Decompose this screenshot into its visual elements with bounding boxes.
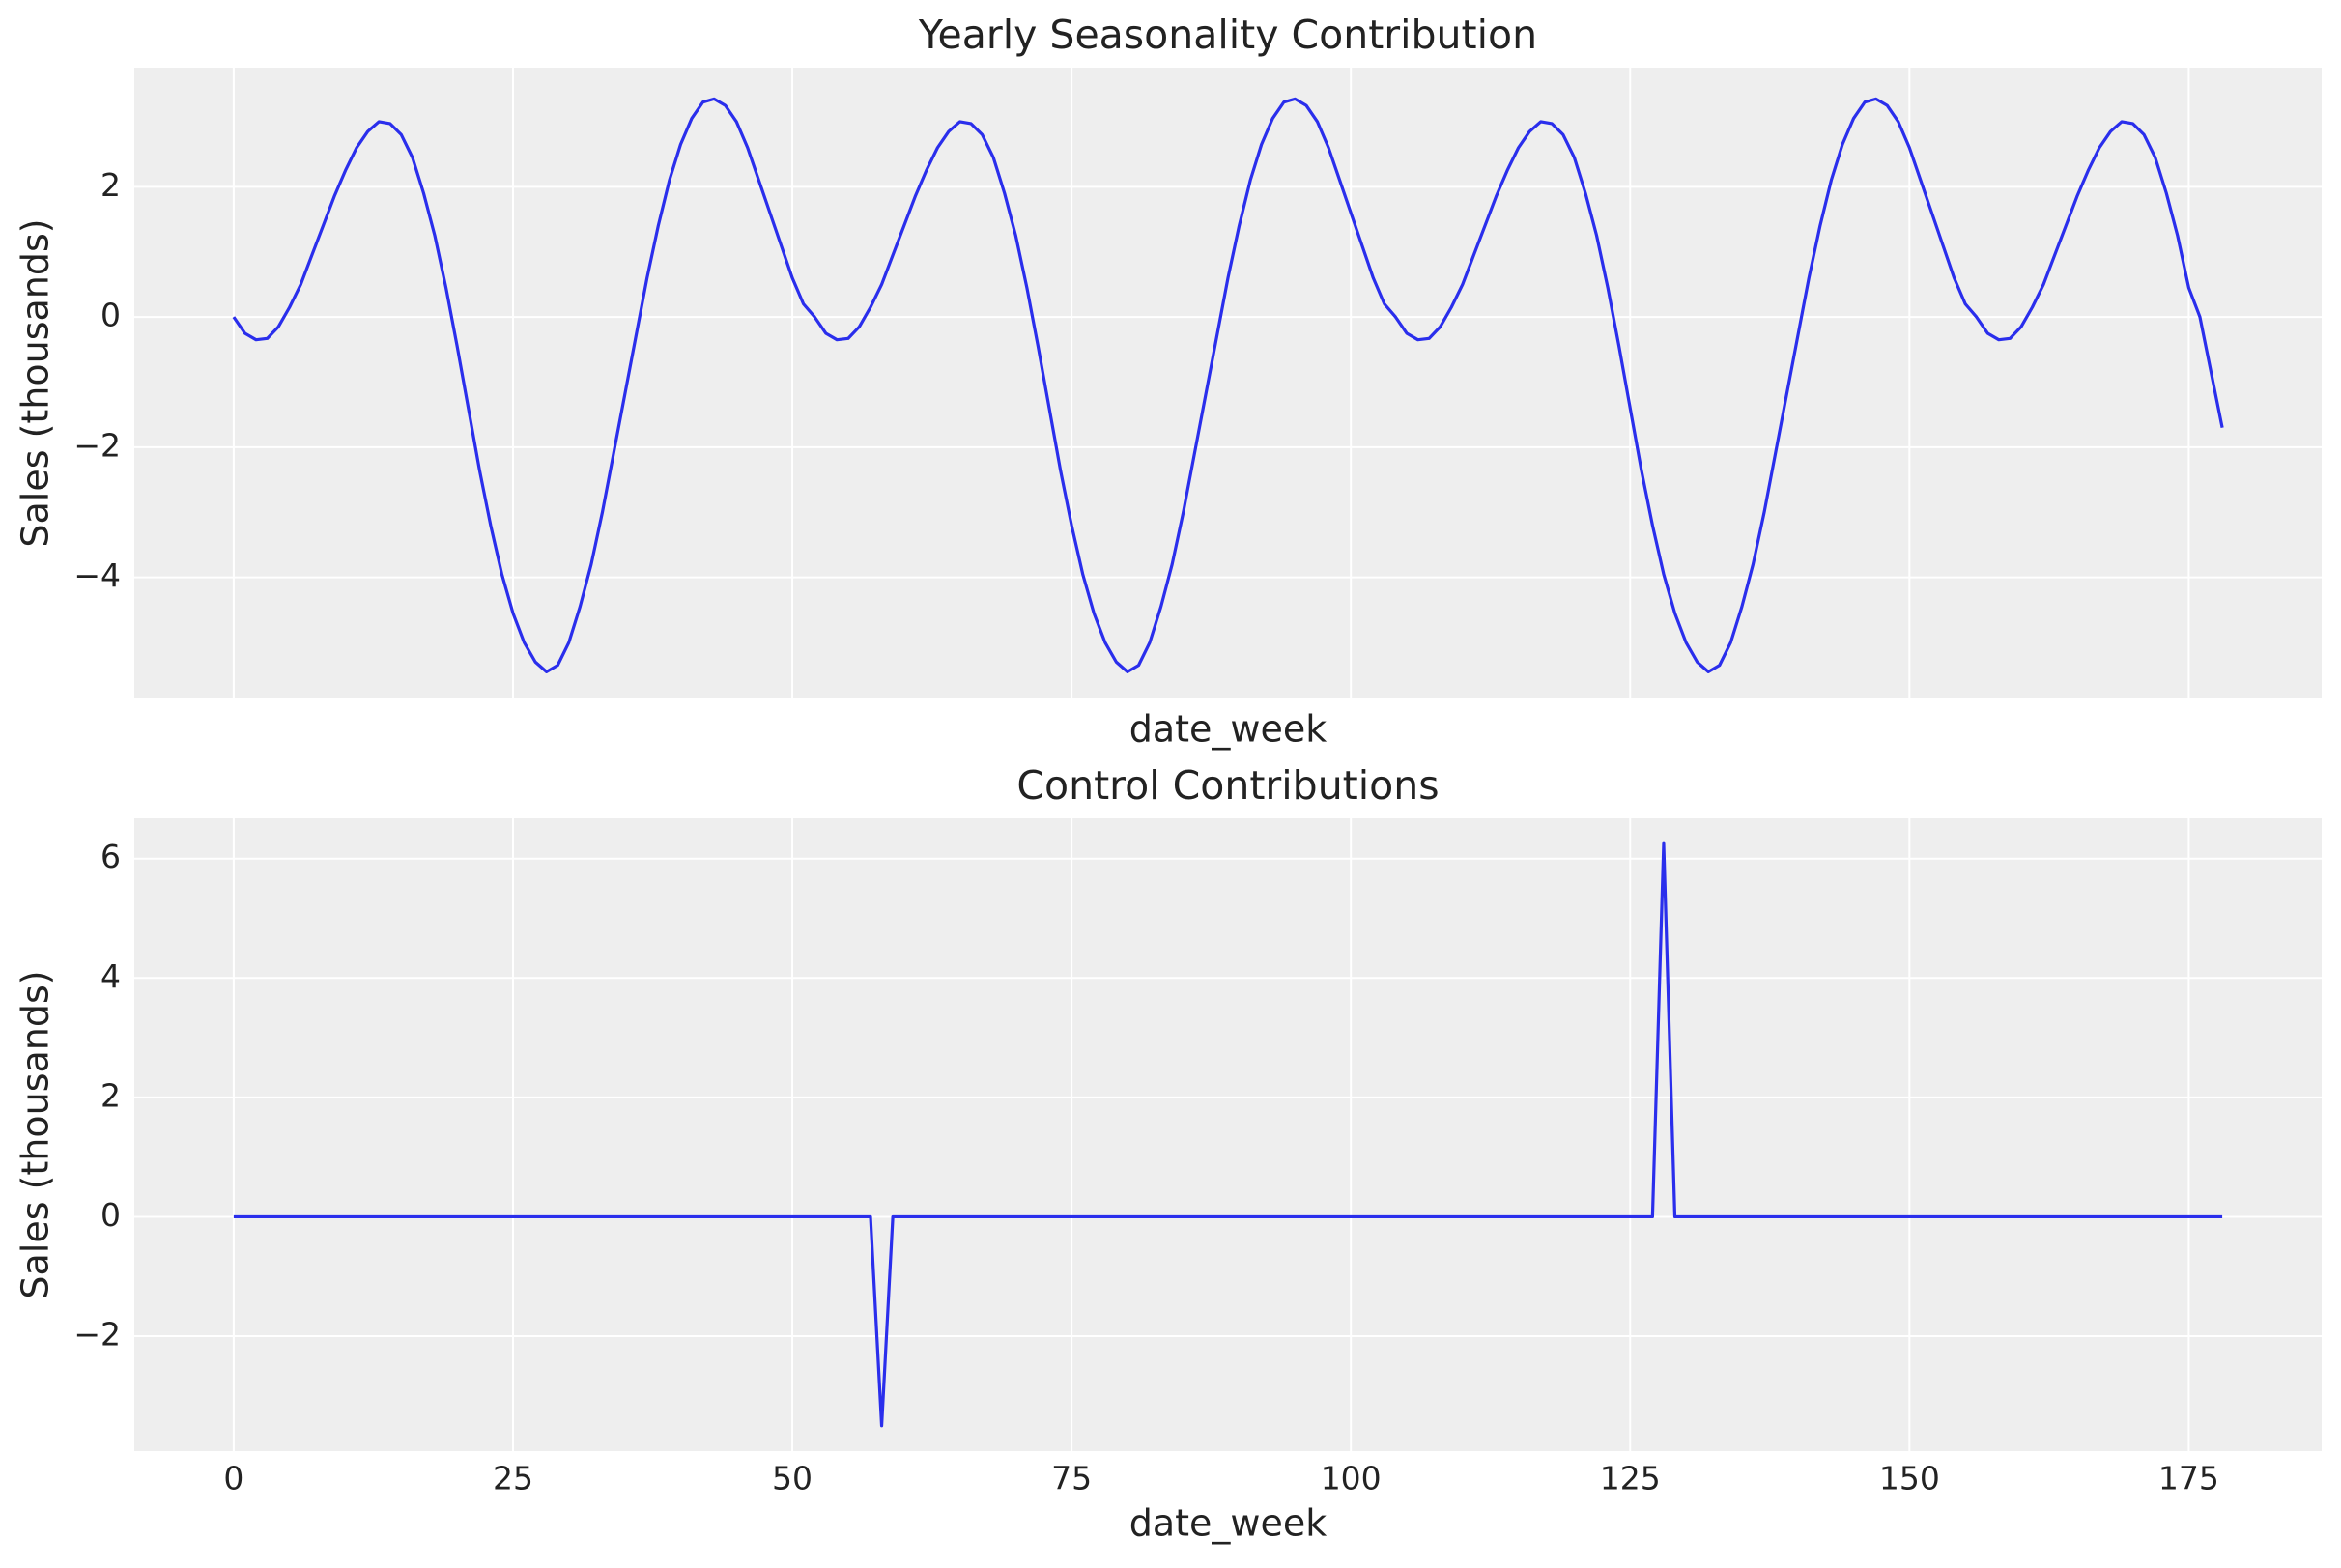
y-tick-label: 4: [100, 957, 121, 995]
x-axis-label: date_week: [1129, 708, 1328, 751]
x-tick-label: 0: [223, 1460, 243, 1497]
y-tick-label: 0: [100, 297, 121, 334]
chart-title: Yearly Seasonality Contribution: [918, 12, 1537, 58]
y-tick-label: −2: [73, 1316, 121, 1354]
plot-background: [134, 68, 2322, 698]
y-tick-label: 0: [100, 1196, 121, 1234]
y-axis-label: Sales (thousands): [14, 970, 57, 1298]
y-tick-label: −4: [73, 556, 121, 594]
x-tick-label: 175: [2158, 1460, 2219, 1497]
x-axis-label: date_week: [1129, 1502, 1328, 1545]
y-tick-label: 6: [100, 838, 121, 875]
y-tick-label: 2: [100, 1076, 121, 1114]
y-axis-label: Sales (thousands): [14, 218, 57, 547]
y-tick-label: 2: [100, 166, 121, 204]
x-tick-label: 25: [493, 1460, 533, 1497]
x-tick-label: 100: [1321, 1460, 1382, 1497]
x-tick-label: 150: [1879, 1460, 1940, 1497]
x-tick-label: 125: [1600, 1460, 1661, 1497]
plot-background: [134, 818, 2322, 1451]
chart-title: Control Contributions: [1016, 762, 1439, 809]
line: [232, 97, 2224, 673]
x-tick-label: 50: [772, 1460, 813, 1497]
x-tick-label: 75: [1051, 1460, 1092, 1497]
y-tick-label: −2: [73, 426, 121, 464]
line: [233, 841, 2223, 1428]
